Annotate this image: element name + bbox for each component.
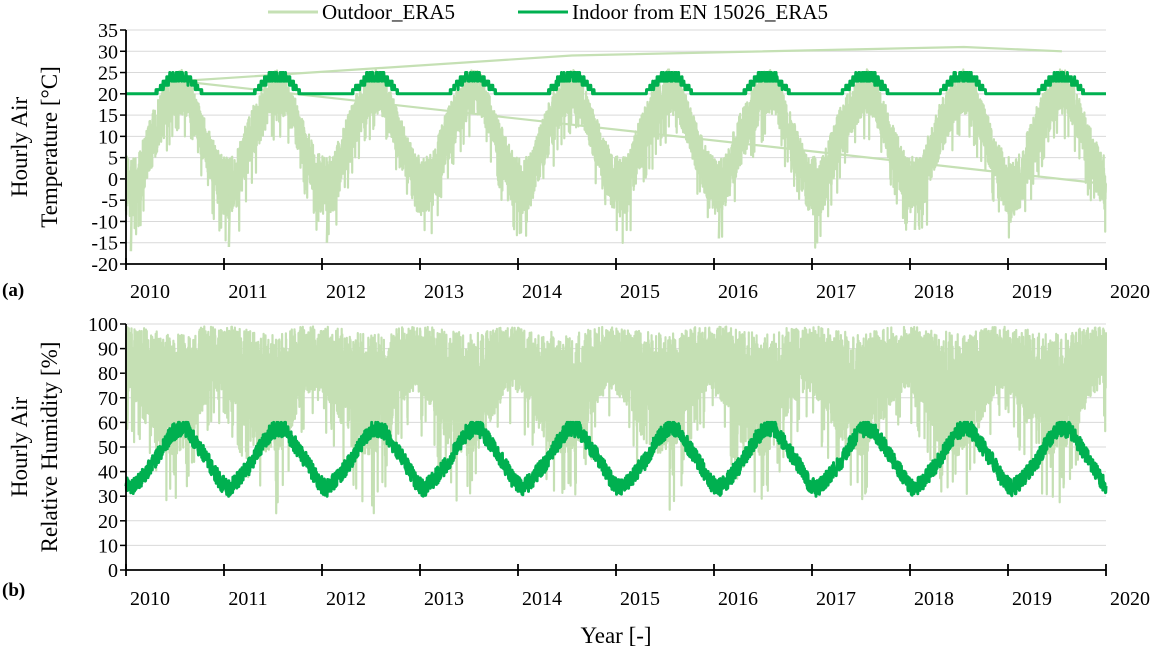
series-outdoor-extreme xyxy=(913,191,918,230)
series-outdoor-extreme xyxy=(325,191,330,243)
x-axis-title: Year [-] xyxy=(580,623,651,648)
x-tick-label: 2017 xyxy=(816,281,856,303)
y-tick-label: 70 xyxy=(98,388,118,410)
y-tick-label: 100 xyxy=(88,314,118,336)
y-tick-label: 20 xyxy=(98,84,118,106)
panel-label: (b) xyxy=(2,580,25,601)
y-tick-label: 80 xyxy=(98,363,118,385)
x-tick-label: 2016 xyxy=(718,281,758,303)
y-axis-title: Temperature [°C] xyxy=(37,66,62,227)
y-tick-label: 20 xyxy=(98,511,118,533)
series-outdoor-extreme xyxy=(129,191,134,252)
x-tick-label: 2020 xyxy=(1110,588,1150,610)
x-tick-label: 2016 xyxy=(718,588,758,610)
x-tick-label: 2018 xyxy=(914,281,954,303)
x-tick-label: 2020 xyxy=(1110,281,1150,303)
series-indoor xyxy=(124,71,1108,96)
y-tick-label: 60 xyxy=(98,412,118,434)
series-outdoor xyxy=(124,325,1108,515)
y-axis-title: Relative Humidity [%] xyxy=(37,342,62,553)
y-tick-label: 30 xyxy=(98,41,118,63)
y-tick-label: 5 xyxy=(108,148,118,170)
legend-label-outdoor: Outdoor_ERA5 xyxy=(322,0,455,24)
x-tick-label: 2012 xyxy=(326,588,366,610)
y-tick-label: 25 xyxy=(98,63,118,85)
y-tick-label: 40 xyxy=(98,462,118,484)
x-tick-label: 2012 xyxy=(326,281,366,303)
x-tick-label: 2014 xyxy=(522,281,562,303)
series-indoor xyxy=(124,420,1108,498)
x-tick-label: 2010 xyxy=(130,281,170,303)
y-axis-title: Hourly Air xyxy=(7,97,32,198)
series-outdoor-extreme xyxy=(227,191,232,248)
y-tick-label: 50 xyxy=(98,437,118,459)
legend: Outdoor_ERA5 Indoor from EN 15026_ERA5 xyxy=(268,0,828,24)
x-tick-label: 2015 xyxy=(620,588,660,610)
y-tick-label: -15 xyxy=(91,233,118,255)
x-tick-label: 2014 xyxy=(522,588,562,610)
x-tick-label: 2018 xyxy=(914,588,954,610)
x-tick-label: 2015 xyxy=(620,281,660,303)
x-tick-label: 2017 xyxy=(816,588,856,610)
y-tick-label: -5 xyxy=(101,190,118,212)
y-tick-label: 0 xyxy=(108,560,118,582)
y-tick-label: -20 xyxy=(91,254,118,276)
y-tick-label: 15 xyxy=(98,105,118,127)
y-tick-label: 30 xyxy=(98,486,118,508)
series-outdoor xyxy=(124,45,1108,249)
x-tick-label: 2019 xyxy=(1012,281,1052,303)
panel-label: (a) xyxy=(2,280,24,301)
y-axis-title: Hourly Air xyxy=(7,397,32,498)
series-outdoor-extreme xyxy=(717,191,722,239)
y-tick-label: 0 xyxy=(108,169,118,191)
y-tick-label: 90 xyxy=(98,339,118,361)
x-tick-label: 2013 xyxy=(424,588,464,610)
y-tick-label: 35 xyxy=(98,20,118,42)
y-tick-label: 10 xyxy=(98,126,118,148)
x-tick-label: 2019 xyxy=(1012,588,1052,610)
legend-label-indoor: Indoor from EN 15026_ERA5 xyxy=(572,0,828,24)
x-tick-label: 2011 xyxy=(228,588,267,610)
x-tick-label: 2011 xyxy=(228,281,267,303)
y-tick-label: -10 xyxy=(91,211,118,233)
x-tick-label: 2010 xyxy=(130,588,170,610)
y-tick-label: 10 xyxy=(98,535,118,557)
x-tick-label: 2013 xyxy=(424,281,464,303)
